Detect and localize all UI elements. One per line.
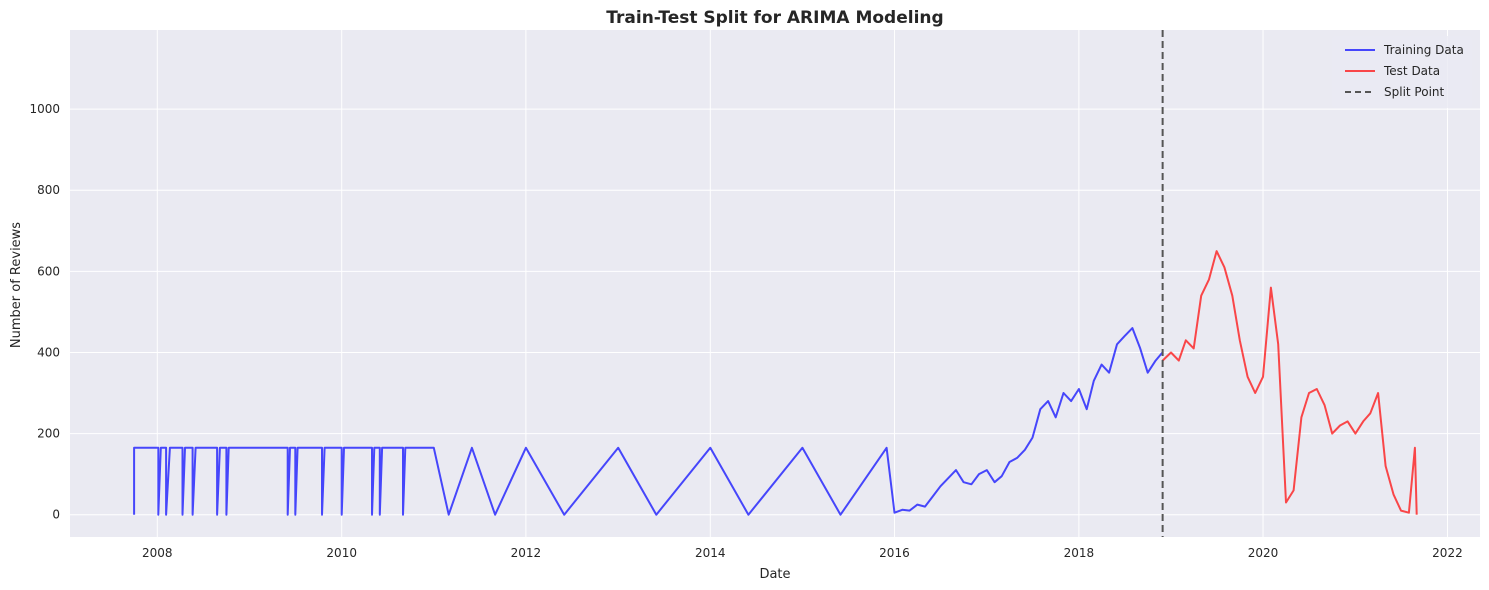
x-axis-label: Date	[759, 567, 790, 582]
y-tick-label: 400	[37, 345, 60, 359]
x-tick-label: 2018	[1064, 546, 1095, 560]
tick-labels: 2008 2010 2012 2014 2016 2018 2020 2022 0 200 400 6…	[29, 102, 1462, 560]
legend-label-split: Split Point	[1384, 85, 1445, 99]
y-axis-label: Number of Reviews	[9, 222, 24, 348]
chart-title: Train-Test Split for ARIMA Modeling	[606, 8, 943, 28]
legend: Training Data Test Data Split Point	[1332, 36, 1472, 108]
legend-label-test: Test Data	[1383, 64, 1440, 78]
x-tick-label: 2010	[326, 546, 357, 560]
legend-box	[1332, 36, 1472, 108]
x-tick-label: 2008	[142, 546, 173, 560]
x-tick-label: 2012	[511, 546, 542, 560]
data-series	[133, 30, 1418, 537]
training-data-line	[133, 327, 1164, 516]
x-tick-label: 2022	[1432, 546, 1463, 560]
y-tick-label: 200	[37, 427, 60, 441]
legend-label-training: Training Data	[1383, 43, 1464, 57]
y-tick-label: 600	[37, 264, 60, 278]
y-tick-label: 0	[52, 508, 60, 522]
x-tick-label: 2020	[1248, 546, 1279, 560]
y-tick-label: 1000	[29, 102, 60, 116]
test-data-line	[1161, 250, 1418, 515]
grid-lines	[70, 30, 1480, 537]
x-tick-label: 2016	[879, 546, 910, 560]
y-tick-label: 800	[37, 183, 60, 197]
plot-area	[70, 30, 1480, 537]
x-tick-label: 2014	[695, 546, 726, 560]
